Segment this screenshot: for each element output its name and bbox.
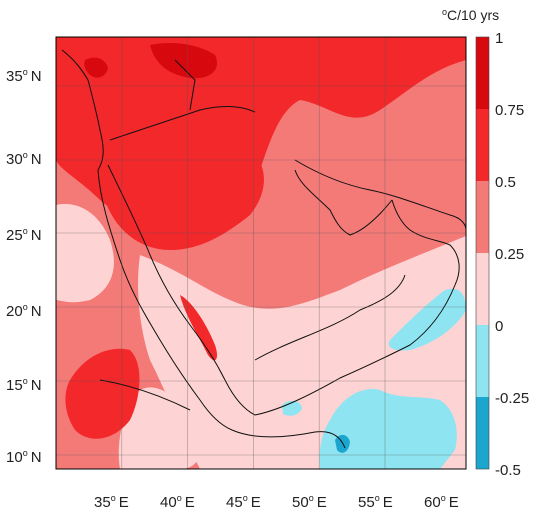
lon-num-35: 35 [94,494,111,511]
lon-hemi-40: E [185,494,195,511]
lat-deg-15: o [23,376,28,386]
saudi-jordan-border [174,59,196,111]
oman-coastline [391,199,460,286]
lat-label-25: 25o N [6,226,42,244]
lon-hemi-55: E [383,494,393,511]
colorbar-unit-label: oC/10 yrs [442,7,499,23]
colorbar-label-3: 0.25 [495,246,524,263]
horn-of-africa-coast [231,429,346,449]
lat-num-10: 10 [6,449,23,466]
lat-label-35: 35o N [6,67,42,85]
lon-deg-55: o [375,493,380,503]
colorbar-label-6: -0.5 [495,462,521,479]
lon-deg-50: o [309,493,314,503]
colorbar-label-4: 0 [495,318,503,335]
lon-deg-60: o [441,493,446,503]
lat-label-15: 15o N [6,376,42,394]
lat-num-30: 30 [6,151,23,168]
colorbar-label-5: -0.25 [495,390,529,407]
lon-label-55: 55o E [358,493,393,511]
lat-num-15: 15 [6,377,23,394]
colorbar-label-1: 0.75 [495,102,524,119]
map-frame [55,36,467,470]
lon-label-50: 50o E [292,493,327,511]
field-band-red-arabia [101,125,264,250]
colorbar-unit-text: C/10 yrs [447,7,499,23]
colorbar-label-0: 1 [495,30,503,47]
lon-num-60: 60 [424,494,441,511]
lon-label-45: 45o E [226,493,261,511]
lat-label-10: 10o N [6,448,42,466]
colorbar-segment-4 [476,325,489,397]
lon-hemi-45: E [251,494,261,511]
coastlines-and-borders [61,49,466,449]
persian-gulf-north-coast [294,159,466,231]
arabian-south-coast [254,284,456,416]
field-band-red-yemen-strip [180,295,218,361]
lat-label-20: 20o N [6,302,42,320]
ethiopia-border [99,379,191,411]
lat-hemi-30: N [31,151,42,168]
colorbar-label-2: 0.5 [495,174,516,191]
levant-coastline [61,49,104,171]
saudi-southern-border [254,274,406,361]
field-band-red-ethiopia [65,348,140,439]
colorbar-segment-1 [476,109,489,181]
red-sea-west-coast [97,169,233,431]
field-band-dark-red-levant [84,57,108,78]
lon-num-40: 40 [160,494,177,511]
lon-label-60: 60o E [424,493,459,511]
colorbar-unit-degree: o [442,7,447,17]
lat-deg-20: o [23,302,28,312]
colorbar-segment-5 [476,397,489,469]
field-band-light-pink-west [56,204,114,303]
lat-hemi-10: N [31,449,42,466]
persian-gulf-coast [294,169,393,236]
lon-deg-40: o [177,493,182,503]
lon-hemi-50: E [317,494,327,511]
latitude-labels: 35o N 30o N 25o N 20o N 15o N 10o N [6,67,42,466]
field-band-dark-blue-somalia [335,434,350,453]
field-band-light-pink-africa [118,387,202,469]
lat-deg-30: o [23,150,28,160]
lat-hemi-20: N [31,303,42,320]
lon-label-40: 40o E [160,493,195,511]
longitude-labels: 35o E 40o E 45o E 50o E 55o E 60o E [94,493,459,511]
lat-label-30: 30o N [6,150,42,168]
map-panel [56,37,466,469]
lat-num-35: 35 [6,68,23,85]
lon-deg-35: o [111,493,116,503]
colorbar-frame [475,36,490,470]
lon-num-50: 50 [292,494,309,511]
lon-label-35: 35o E [94,493,129,511]
lat-hemi-15: N [31,377,42,394]
lat-hemi-35: N [31,68,42,85]
lat-deg-25: o [23,226,28,236]
lat-num-25: 25 [6,227,23,244]
lat-deg-10: o [23,448,28,458]
lon-num-45: 45 [226,494,243,511]
lat-num-20: 20 [6,303,23,320]
lon-num-55: 55 [358,494,375,511]
saudi-northern-border [109,106,256,141]
colorbar-segment-0 [476,37,489,109]
field-band-cyan-oman [388,288,466,351]
lon-hemi-60: E [449,494,459,511]
lat-deg-35: o [23,67,28,77]
graticule [56,37,466,469]
lon-deg-45: o [243,493,248,503]
field-band-dark-red-north [150,43,218,79]
colorbar-segment-2 [476,181,489,253]
field-band-cyan-arabian-sea [319,389,457,469]
lat-hemi-25: N [31,227,42,244]
colorbar: oC/10 yrs 1 0.75 0.5 0.25 0 -0.25 -0.5 [442,7,529,479]
colorbar-segment-3 [476,253,489,325]
lon-hemi-35: E [119,494,129,511]
